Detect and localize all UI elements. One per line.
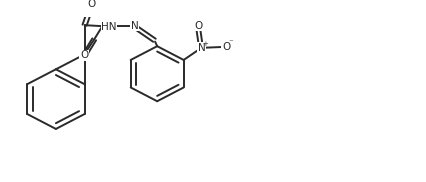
Text: O: O bbox=[222, 42, 230, 52]
Text: O: O bbox=[80, 50, 88, 60]
Text: N: N bbox=[131, 21, 138, 31]
Text: O: O bbox=[194, 21, 202, 31]
Text: N: N bbox=[198, 43, 205, 53]
Text: O: O bbox=[88, 0, 96, 9]
Text: ⁻: ⁻ bbox=[228, 39, 233, 48]
Text: +: + bbox=[202, 41, 208, 47]
Text: HN: HN bbox=[101, 22, 117, 32]
